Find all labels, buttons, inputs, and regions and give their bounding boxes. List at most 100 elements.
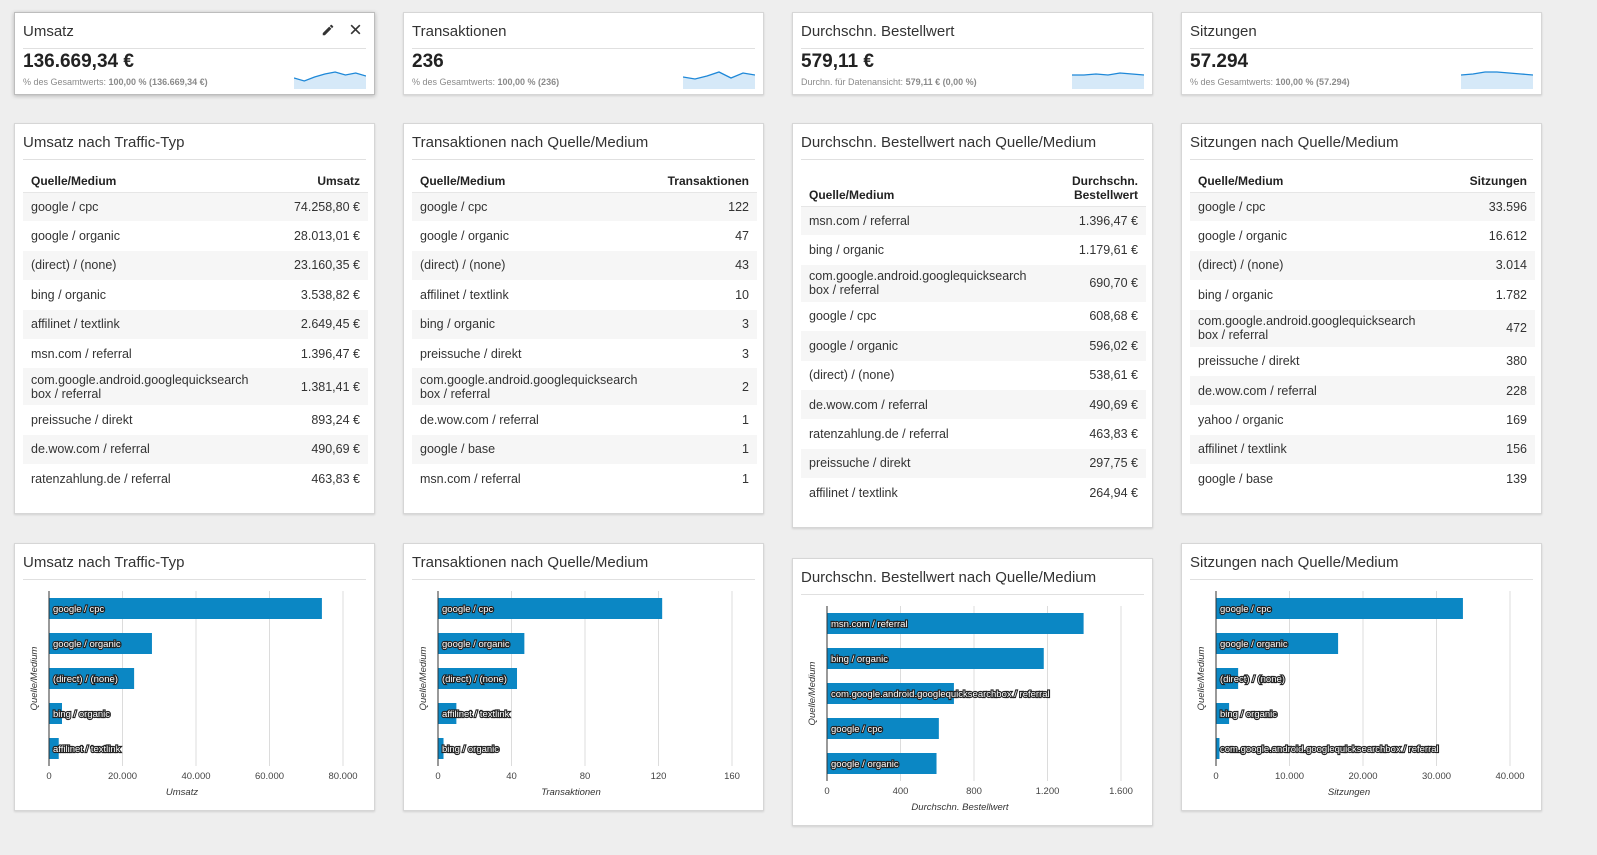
data-table: Quelle/Medium Transaktionen google / cpc 12…: [412, 162, 757, 494]
column-header-dimension[interactable]: Quelle/Medium: [412, 162, 656, 193]
x-tick-label: 1.600: [1109, 786, 1133, 797]
bar[interactable]: [438, 738, 444, 759]
x-axis-label: Sitzungen: [1328, 787, 1370, 798]
cell-dimension: (direct) / (none): [23, 250, 279, 281]
column-header-metric[interactable]: Sitzungen: [1452, 162, 1535, 193]
column-header-metric[interactable]: Durchschn. Bestellwert: [1056, 162, 1146, 207]
sparkline-line: [294, 71, 366, 82]
table-card-transaktionen[interactable]: Transaktionen nach Quelle/Medium Quelle/…: [403, 123, 764, 514]
scorecard-transaktionen[interactable]: Transaktionen 236 % des Gesamtwerts: 100…: [403, 12, 764, 95]
cell-metric: 1: [655, 434, 757, 465]
x-tick-label: 0: [1213, 771, 1218, 782]
title-divider: [412, 579, 755, 580]
cell-metric: 23.160,35 €: [278, 250, 368, 281]
y-axis-label: Quelle/Medium: [807, 661, 818, 725]
close-icon[interactable]: [349, 23, 362, 37]
cell-dimension: google / organic: [801, 331, 1057, 361]
column-header-dimension[interactable]: Quelle/Medium: [1190, 162, 1453, 193]
title-divider: [412, 159, 755, 160]
column-header-dimension[interactable]: Quelle/Medium: [801, 162, 1057, 207]
cell-dimension: de.wow.com / referral: [420, 413, 539, 428]
chart-card-transaktionen[interactable]: Transaktionen nach Quelle/Medium 0 40 80 12…: [403, 543, 764, 811]
bar[interactable]: [438, 633, 525, 654]
bar-label: com.google.android.googlequicksearchbox …: [1220, 744, 1439, 755]
bar[interactable]: [438, 668, 518, 689]
bar[interactable]: [827, 753, 937, 774]
table-row: google / organic 28.013,01 €: [23, 221, 368, 250]
chart-card-bestellwert[interactable]: Durchschn. Bestellwert nach Quelle/Mediu…: [792, 558, 1153, 826]
cell-dimension: msn.com / referral: [31, 346, 132, 361]
bar-label: google / cpc: [53, 604, 104, 615]
table-row: affilinet / textlink 2.649,45 €: [23, 309, 368, 339]
x-tick-label: 30.000: [1422, 771, 1451, 782]
x-axis-label: Umsatz: [166, 787, 198, 798]
cell-metric: 264,94 €: [1089, 485, 1138, 500]
table-row: com.google.android.googlequicksearch box …: [23, 368, 368, 406]
data-table: Quelle/Medium Sitzungen google / cpc 33.596…: [1190, 162, 1535, 494]
cell-metric: 380: [1506, 354, 1527, 369]
scorecard-umsatz[interactable]: Umsatz 136.669,34 € % des Gesamtwerts: 1…: [14, 12, 375, 95]
cell-dimension: google / base: [1198, 471, 1274, 486]
cell-metric: 1.179,61 €: [1078, 243, 1138, 258]
x-tick-label: 0: [435, 771, 440, 782]
column-header-metric[interactable]: Umsatz: [278, 162, 368, 193]
bar-chart: 0 20.000 40.000 60.000 80.000 google / cpc goo…: [29, 591, 358, 798]
chart-title: Umsatz nach Traffic-Typ: [23, 554, 185, 571]
chart-card-sitzungen[interactable]: Sitzungen nach Quelle/Medium 0 10.000 20.0…: [1181, 543, 1542, 811]
metric-comparison-value: 100,00 % (136.669,34 €): [108, 77, 208, 87]
bar[interactable]: [1216, 703, 1230, 724]
bar[interactable]: [49, 598, 322, 619]
cell-metric: 596,02 €: [1056, 331, 1146, 361]
bar[interactable]: [827, 683, 954, 704]
x-tick-label: 40: [506, 771, 517, 782]
title-divider: [801, 594, 1144, 595]
bar[interactable]: [438, 703, 457, 724]
bar[interactable]: [49, 703, 63, 724]
cell-metric: 297,75 €: [1056, 448, 1146, 479]
bar[interactable]: [49, 668, 135, 689]
cell-dimension: msn.com / referral: [801, 206, 1057, 236]
cell-metric: 893,24 €: [311, 413, 360, 428]
bar[interactable]: [1216, 633, 1339, 654]
table-row: google / base 139: [1190, 464, 1535, 493]
bar[interactable]: [1216, 738, 1220, 759]
bar[interactable]: [1216, 668, 1239, 689]
title-divider: [23, 159, 366, 160]
cell-metric: 10: [735, 287, 749, 302]
bar[interactable]: [49, 738, 59, 759]
cell-metric: 43: [655, 250, 757, 281]
cell-dimension: yahoo / organic: [1198, 413, 1284, 428]
table-row: ratenzahlung.de / referral 463,83 €: [23, 464, 368, 493]
cell-dimension: de.wow.com / referral: [1190, 375, 1453, 406]
pencil-icon[interactable]: [321, 23, 335, 37]
metric-comparison: % des Gesamtwerts: 100,00 % (236): [412, 77, 559, 87]
bar[interactable]: [827, 648, 1044, 669]
bar-label: (direct) / (none): [53, 674, 118, 685]
scorecard-bestellwert[interactable]: Durchschn. Bestellwert 579,11 € Durchn. …: [792, 12, 1153, 95]
cell-metric: 1: [742, 413, 749, 428]
cell-metric: 463,83 €: [1089, 427, 1138, 442]
scorecard-sitzungen[interactable]: Sitzungen 57.294 % des Gesamtwerts: 100,…: [1181, 12, 1542, 95]
cell-dimension: com.google.android.googlequicksearch box …: [801, 264, 1057, 302]
table-card-sitzungen[interactable]: Sitzungen nach Quelle/Medium Quelle/Medi…: [1181, 123, 1542, 514]
bar[interactable]: [827, 613, 1084, 634]
bar[interactable]: [49, 633, 152, 654]
bar[interactable]: [827, 718, 939, 739]
metric-value: 236: [412, 51, 444, 72]
bar-label: bing / organic: [442, 744, 499, 755]
cell-dimension: google / organic: [420, 229, 509, 244]
metric-value: 579,11 €: [801, 51, 874, 72]
bar-label: google / cpc: [831, 724, 882, 735]
metric-comparison-label: % des Gesamtwerts:: [1190, 77, 1276, 87]
table-card-umsatz[interactable]: Umsatz nach Traffic-Typ Quelle/Medium Ums…: [14, 123, 375, 514]
bar[interactable]: [1216, 598, 1463, 619]
x-tick-label: 40.000: [1495, 771, 1524, 782]
column-header-dimension[interactable]: Quelle/Medium: [23, 162, 279, 193]
table-card-bestellwert[interactable]: Durchschn. Bestellwert nach Quelle/Mediu…: [792, 123, 1153, 528]
bar[interactable]: [438, 598, 663, 619]
cell-metric: 33.596: [1452, 192, 1535, 222]
column-header-metric[interactable]: Transaktionen: [655, 162, 757, 193]
metric-value: 57.294: [1190, 51, 1249, 72]
bar-label: msn.com / referral: [831, 619, 908, 630]
chart-card-umsatz[interactable]: Umsatz nach Traffic-Typ 0 20.000 40.000 60.…: [14, 543, 375, 811]
